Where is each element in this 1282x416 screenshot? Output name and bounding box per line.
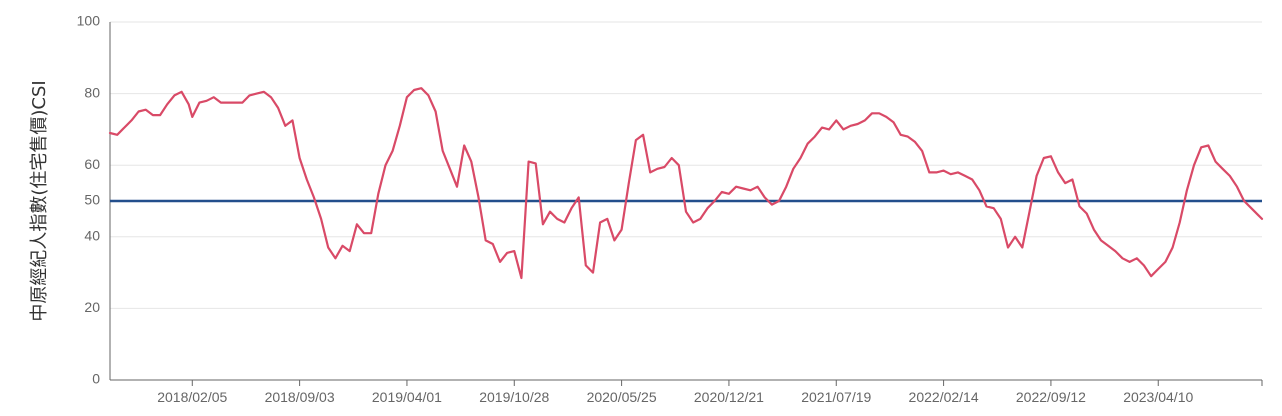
x-tick-label: 2020/05/25 (587, 389, 657, 405)
y-tick-label: 100 (77, 13, 101, 29)
grid-lines (110, 21, 1262, 309)
y-tick-label: 60 (84, 156, 100, 172)
axes (109, 22, 1263, 386)
y-tick-label: 0 (92, 371, 100, 387)
x-tick-label: 2021/07/19 (801, 389, 871, 405)
x-tick-label: 2022/02/14 (909, 389, 979, 405)
y-tick-label: 20 (84, 299, 100, 315)
x-tick-label: 2018/02/05 (157, 389, 227, 405)
x-tick-labels: 2018/02/05 2018/09/03 2019/04/01 2019/10/28… (157, 389, 1193, 405)
x-tick-label: 2019/04/01 (372, 389, 442, 405)
x-tick-label: 2020/12/21 (694, 389, 764, 405)
y-tick-label: 40 (84, 228, 100, 244)
x-tick-label: 2018/09/03 (265, 389, 335, 405)
y-tick-label: 80 (84, 84, 100, 100)
x-tick-label: 2022/09/12 (1016, 389, 1086, 405)
series-group (108, 87, 1264, 280)
y-axis-title: 中原經紀人指數(住宅售價)CSI (29, 80, 50, 321)
y-tick-labels: 0 20 40 50 60 80 100 (77, 13, 101, 387)
series-line-csi (108, 87, 1264, 280)
x-tick-label: 2023/04/10 (1123, 389, 1193, 405)
x-tick-label: 2019/10/28 (479, 389, 549, 405)
y-tick-label: 50 (84, 192, 100, 208)
